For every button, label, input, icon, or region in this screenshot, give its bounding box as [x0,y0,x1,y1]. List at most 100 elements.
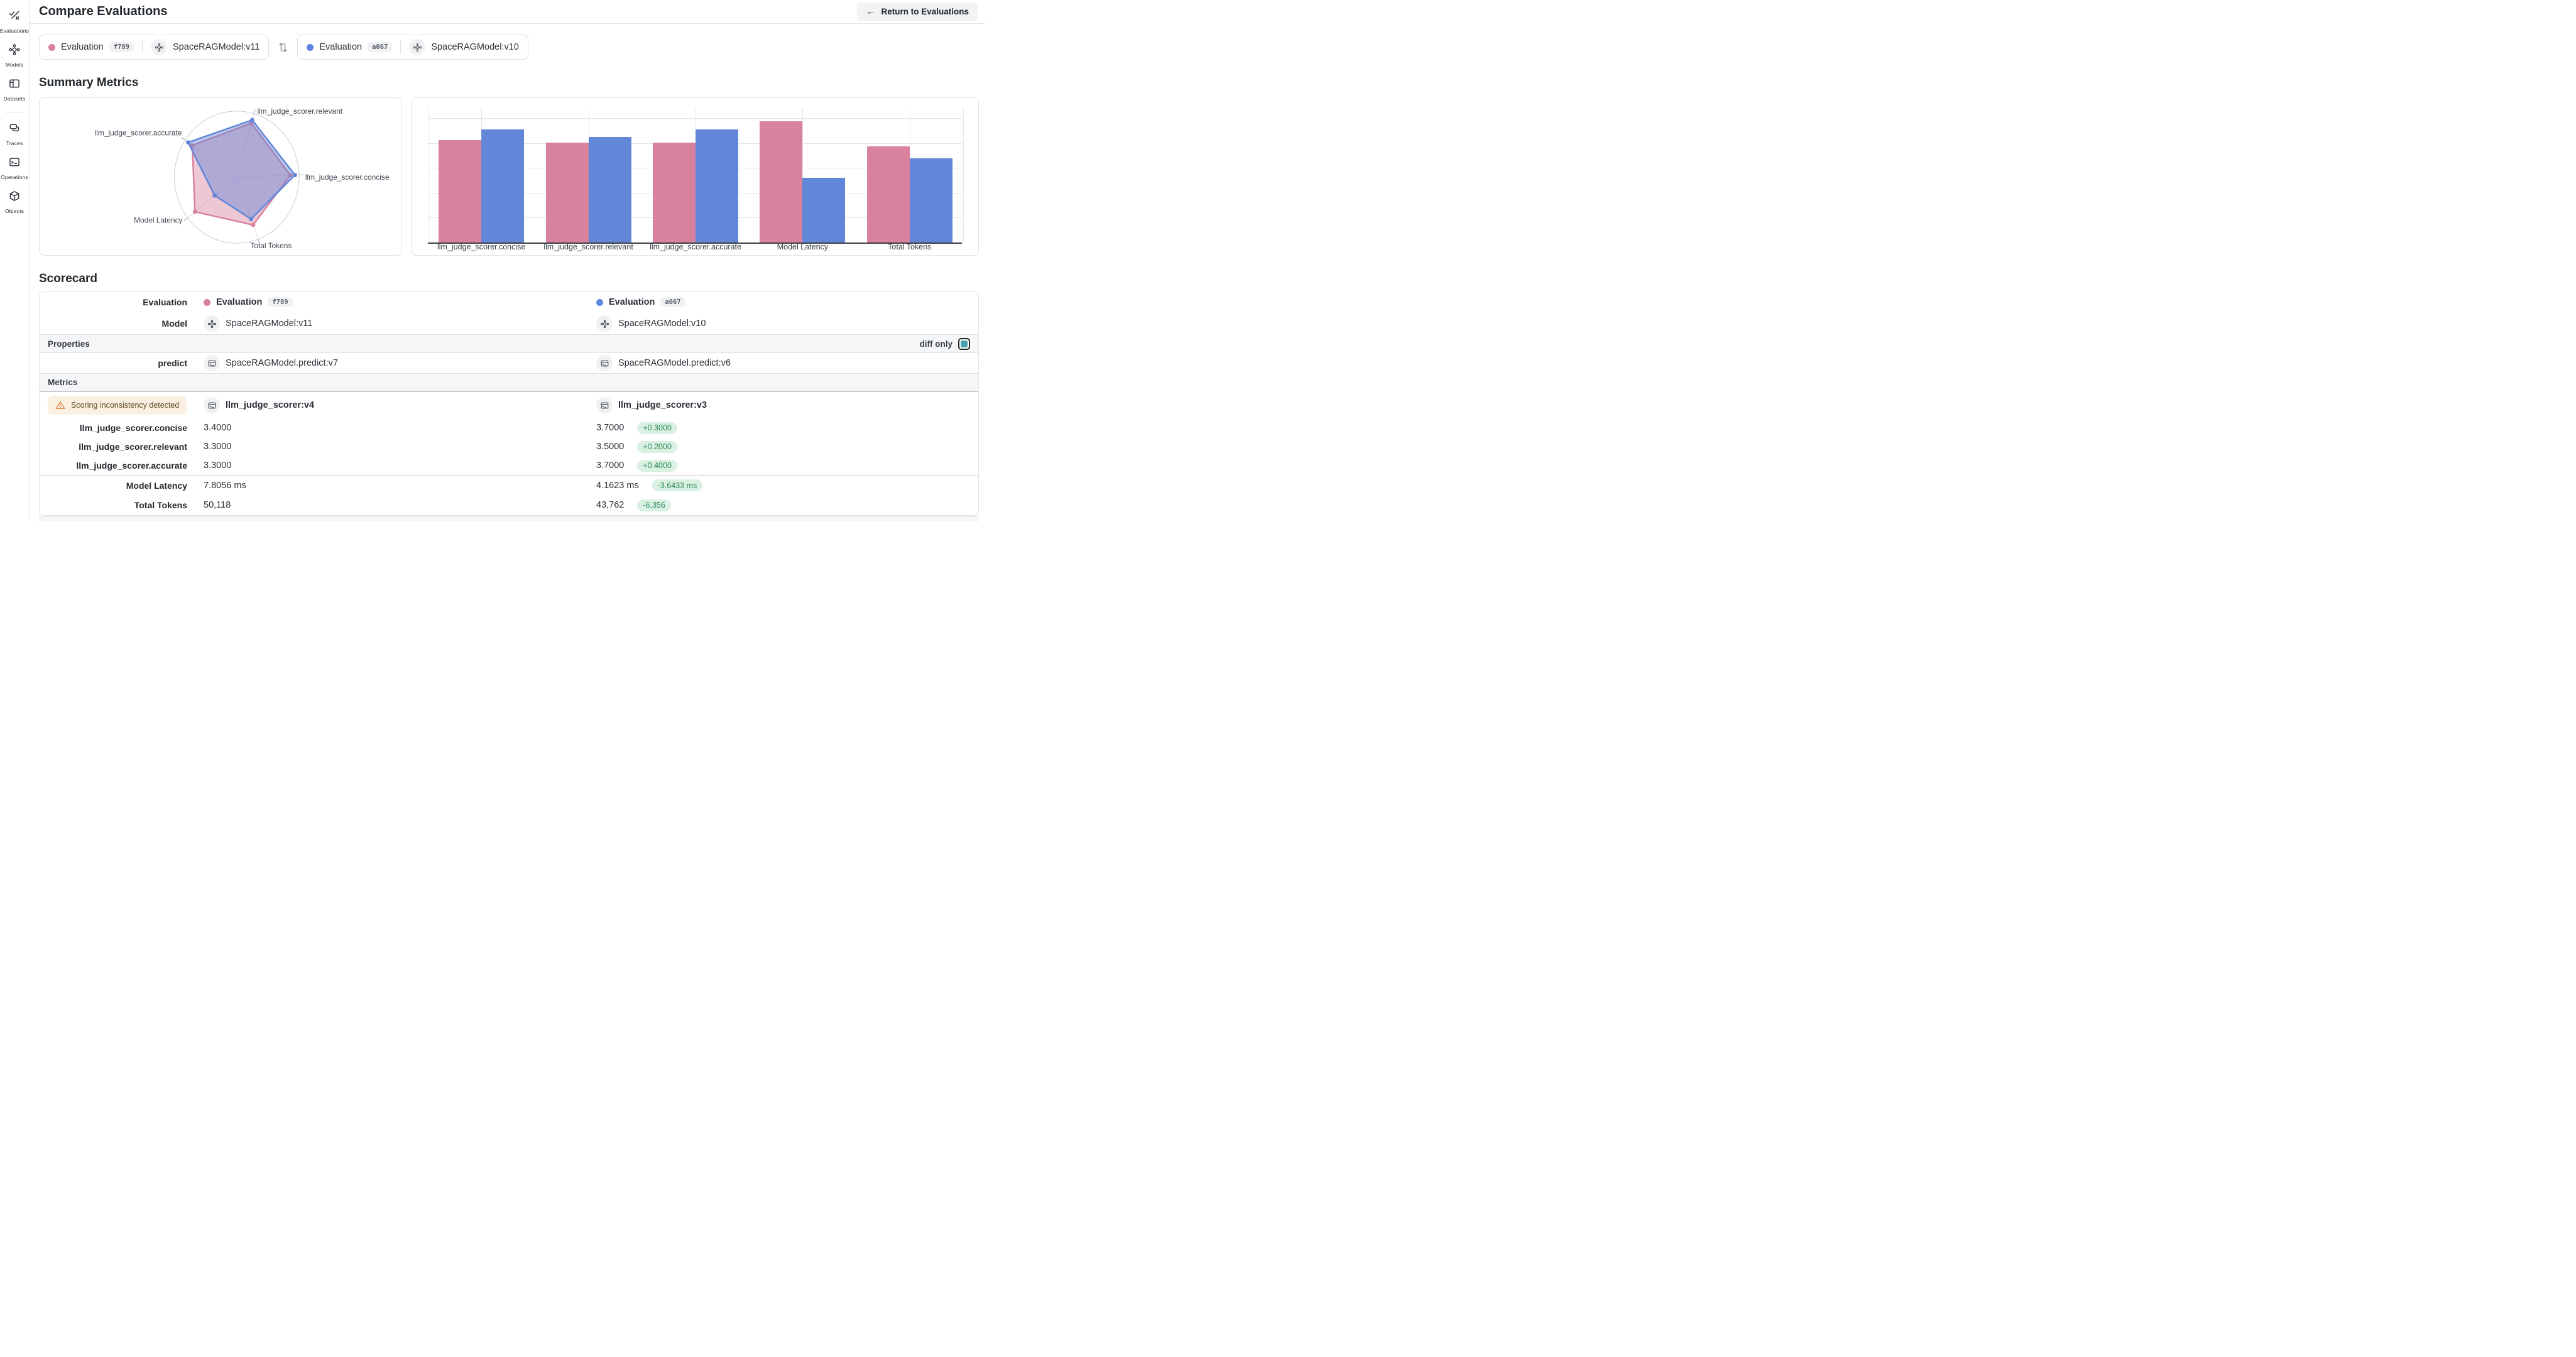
swap-evaluations-icon[interactable] [277,41,289,53]
delta-badge: +0.3000 [637,422,677,434]
metric-value-left: 3.3000 [204,442,232,452]
evaluation-color-dot [307,43,314,51]
model-icon [409,39,426,55]
x-axis-line [428,243,962,244]
scorer-warning-cell: Scoring inconsistency detected [40,396,195,415]
metric-label: Total Tokens [134,500,187,510]
return-button-label: Return to Evaluations [881,7,969,16]
svg-text:Model Latency: Model Latency [134,215,182,224]
evaluation-label: Evaluation [61,42,104,52]
metric-row-Model Latency: Model Latency 7.8056 ms 4.1623 ms -3.6433 m… [40,475,978,495]
sidebar-item-label: Operations [1,174,28,180]
bar-llm_judge_scorer.relevant-left[interactable] [545,143,589,243]
diff-only-control: diff only [919,337,970,350]
bar-llm_judge_scorer.accurate-left[interactable] [653,143,696,243]
metrics-header-label: Metrics [48,378,78,387]
gridline-v [963,108,964,243]
bar-category-label: llm_judge_scorer.accurate [650,243,741,251]
metrics-section-header: Metrics [40,373,978,392]
predict-cell-left[interactable]: SpaceRAGModel.predict:v7 [195,355,588,371]
delta-badge: +0.4000 [637,459,677,472]
content: Evaluation f789 SpaceRAGModel:v11 Evalua… [30,24,985,521]
app-window: Evaluations Models Datasets Traces Oper [0,0,985,521]
traces-icon [8,122,21,138]
metric-label: Model Latency [126,480,187,491]
evaluation-pill-right[interactable]: Evaluation a067 SpaceRAGModel:v10 [297,35,528,60]
sidebar-item-evaluations[interactable]: Evaluations [0,5,29,39]
datasets-icon [8,77,21,93]
metric-label: llm_judge_scorer.concise [79,423,187,433]
operations-icon [8,156,21,172]
metric-value-right: 3.5000 +0.2000 [588,440,978,453]
objects-icon [8,190,21,205]
metric-value-right: 3.7000 +0.3000 [588,422,978,434]
model-version-label: SpaceRAGModel:v10 [431,42,519,52]
bar-category-label: llm_judge_scorer.concise [437,243,526,251]
model-cell-left[interactable]: SpaceRAGModel:v11 [195,315,588,332]
model-row: Model SpaceRAGModel:v11 SpaceRAGModel:v1… [40,313,978,334]
sidebar-item-objects[interactable]: Objects [0,185,29,219]
bar-llm_judge_scorer.concise-right[interactable] [481,129,525,243]
evaluation-id-badge: f789 [268,297,293,307]
evaluation-pill-left[interactable]: Evaluation f789 SpaceRAGModel:v11 [39,35,270,60]
model-cell-right[interactable]: SpaceRAGModel:v10 [588,315,978,332]
scorer-cell-right[interactable]: llm_judge_scorer:v3 [588,397,978,413]
evaluation-cell-left[interactable]: Evaluation f789 [195,297,588,307]
op-icon [596,355,613,371]
evaluation-color-dot [204,298,210,306]
metric-value-right: 43,762 -6,356 [588,499,978,511]
bar-Total Tokens-right[interactable] [909,158,952,243]
svg-text:llm_judge_scorer.accurate: llm_judge_scorer.accurate [95,129,182,138]
metric-value-left: 50,118 [204,500,231,510]
sidebar-item-label: Traces [6,140,23,146]
row-label: Evaluation [143,297,187,307]
op-version-label: SpaceRAGModel.predict:v7 [226,358,338,368]
bar-Model Latency-left[interactable] [760,121,803,243]
scoring-warning-chip[interactable]: Scoring inconsistency detected [48,396,187,415]
model-version-label: SpaceRAGModel:v11 [226,319,313,329]
scorer-cell-left[interactable]: llm_judge_scorer:v4 [195,397,588,413]
models-icon [8,43,21,59]
scorecard-table: Evaluation Evaluation f789 Evaluation a0… [39,291,979,516]
op-version-label: SpaceRAGModel.predict:v6 [618,358,731,368]
metric-value-right: 3.7000 +0.4000 [588,459,978,472]
sidebar-item-operations[interactable]: Operations [0,151,29,185]
op-icon [596,397,613,413]
model-version-label: SpaceRAGModel:v10 [618,319,706,329]
sidebar-item-traces[interactable]: Traces [0,117,29,151]
metric-value-left: 3.4000 [204,423,232,433]
model-icon [596,315,613,332]
svg-text:llm_judge_scorer.concise: llm_judge_scorer.concise [305,173,390,182]
evaluation-selector-row: Evaluation f789 SpaceRAGModel:v11 Evalua… [39,35,985,60]
metric-row-llm_judge_scorer.accurate: llm_judge_scorer.accurate 3.3000 3.7000 +0.… [40,456,978,475]
predict-cell-right[interactable]: SpaceRAGModel.predict:v6 [588,355,978,371]
evaluation-id-badge: a067 [660,297,685,307]
bar-Model Latency-right[interactable] [802,178,846,243]
sidebar-item-label: Datasets [3,95,26,102]
sidebar-item-label: Models [5,62,24,68]
back-arrow-icon: ← [866,6,876,17]
gridline-h [428,118,962,119]
bar-llm_judge_scorer.concise-left[interactable] [439,140,482,243]
bar-llm_judge_scorer.accurate-right[interactable] [696,129,738,243]
metric-value-left: 7.8056 ms [204,480,246,491]
evaluation-row: Evaluation Evaluation f789 Evaluation a0… [40,292,978,313]
bar-Total Tokens-left[interactable] [866,146,910,243]
bar-category-label: Total Tokens [888,243,932,251]
metric-label: llm_judge_scorer.relevant [79,442,187,452]
row-label: predict [158,358,187,368]
row-label: Model [161,319,187,329]
bar-llm_judge_scorer.relevant-right[interactable] [588,137,631,243]
evaluation-cell-right[interactable]: Evaluation a067 [588,297,978,307]
return-to-evaluations-button[interactable]: ← Return to Evaluations [857,3,978,21]
bar-category-label: llm_judge_scorer.relevant [543,243,633,251]
scorer-row: Scoring inconsistency detected llm_judge… [40,392,978,418]
sidebar-item-models[interactable]: Models [0,39,29,73]
diff-only-checkbox[interactable] [958,337,970,350]
metric-value-right: 4.1623 ms -3.6433 ms [588,479,978,491]
scorer-version-label: llm_judge_scorer:v4 [226,400,315,410]
svg-text:Total Tokens: Total Tokens [250,241,292,250]
sidebar-item-datasets[interactable]: Datasets [0,73,29,107]
bar-chart: llm_judge_scorer.concise llm_judge_scorer… [412,98,978,255]
diff-only-label: diff only [919,339,953,349]
